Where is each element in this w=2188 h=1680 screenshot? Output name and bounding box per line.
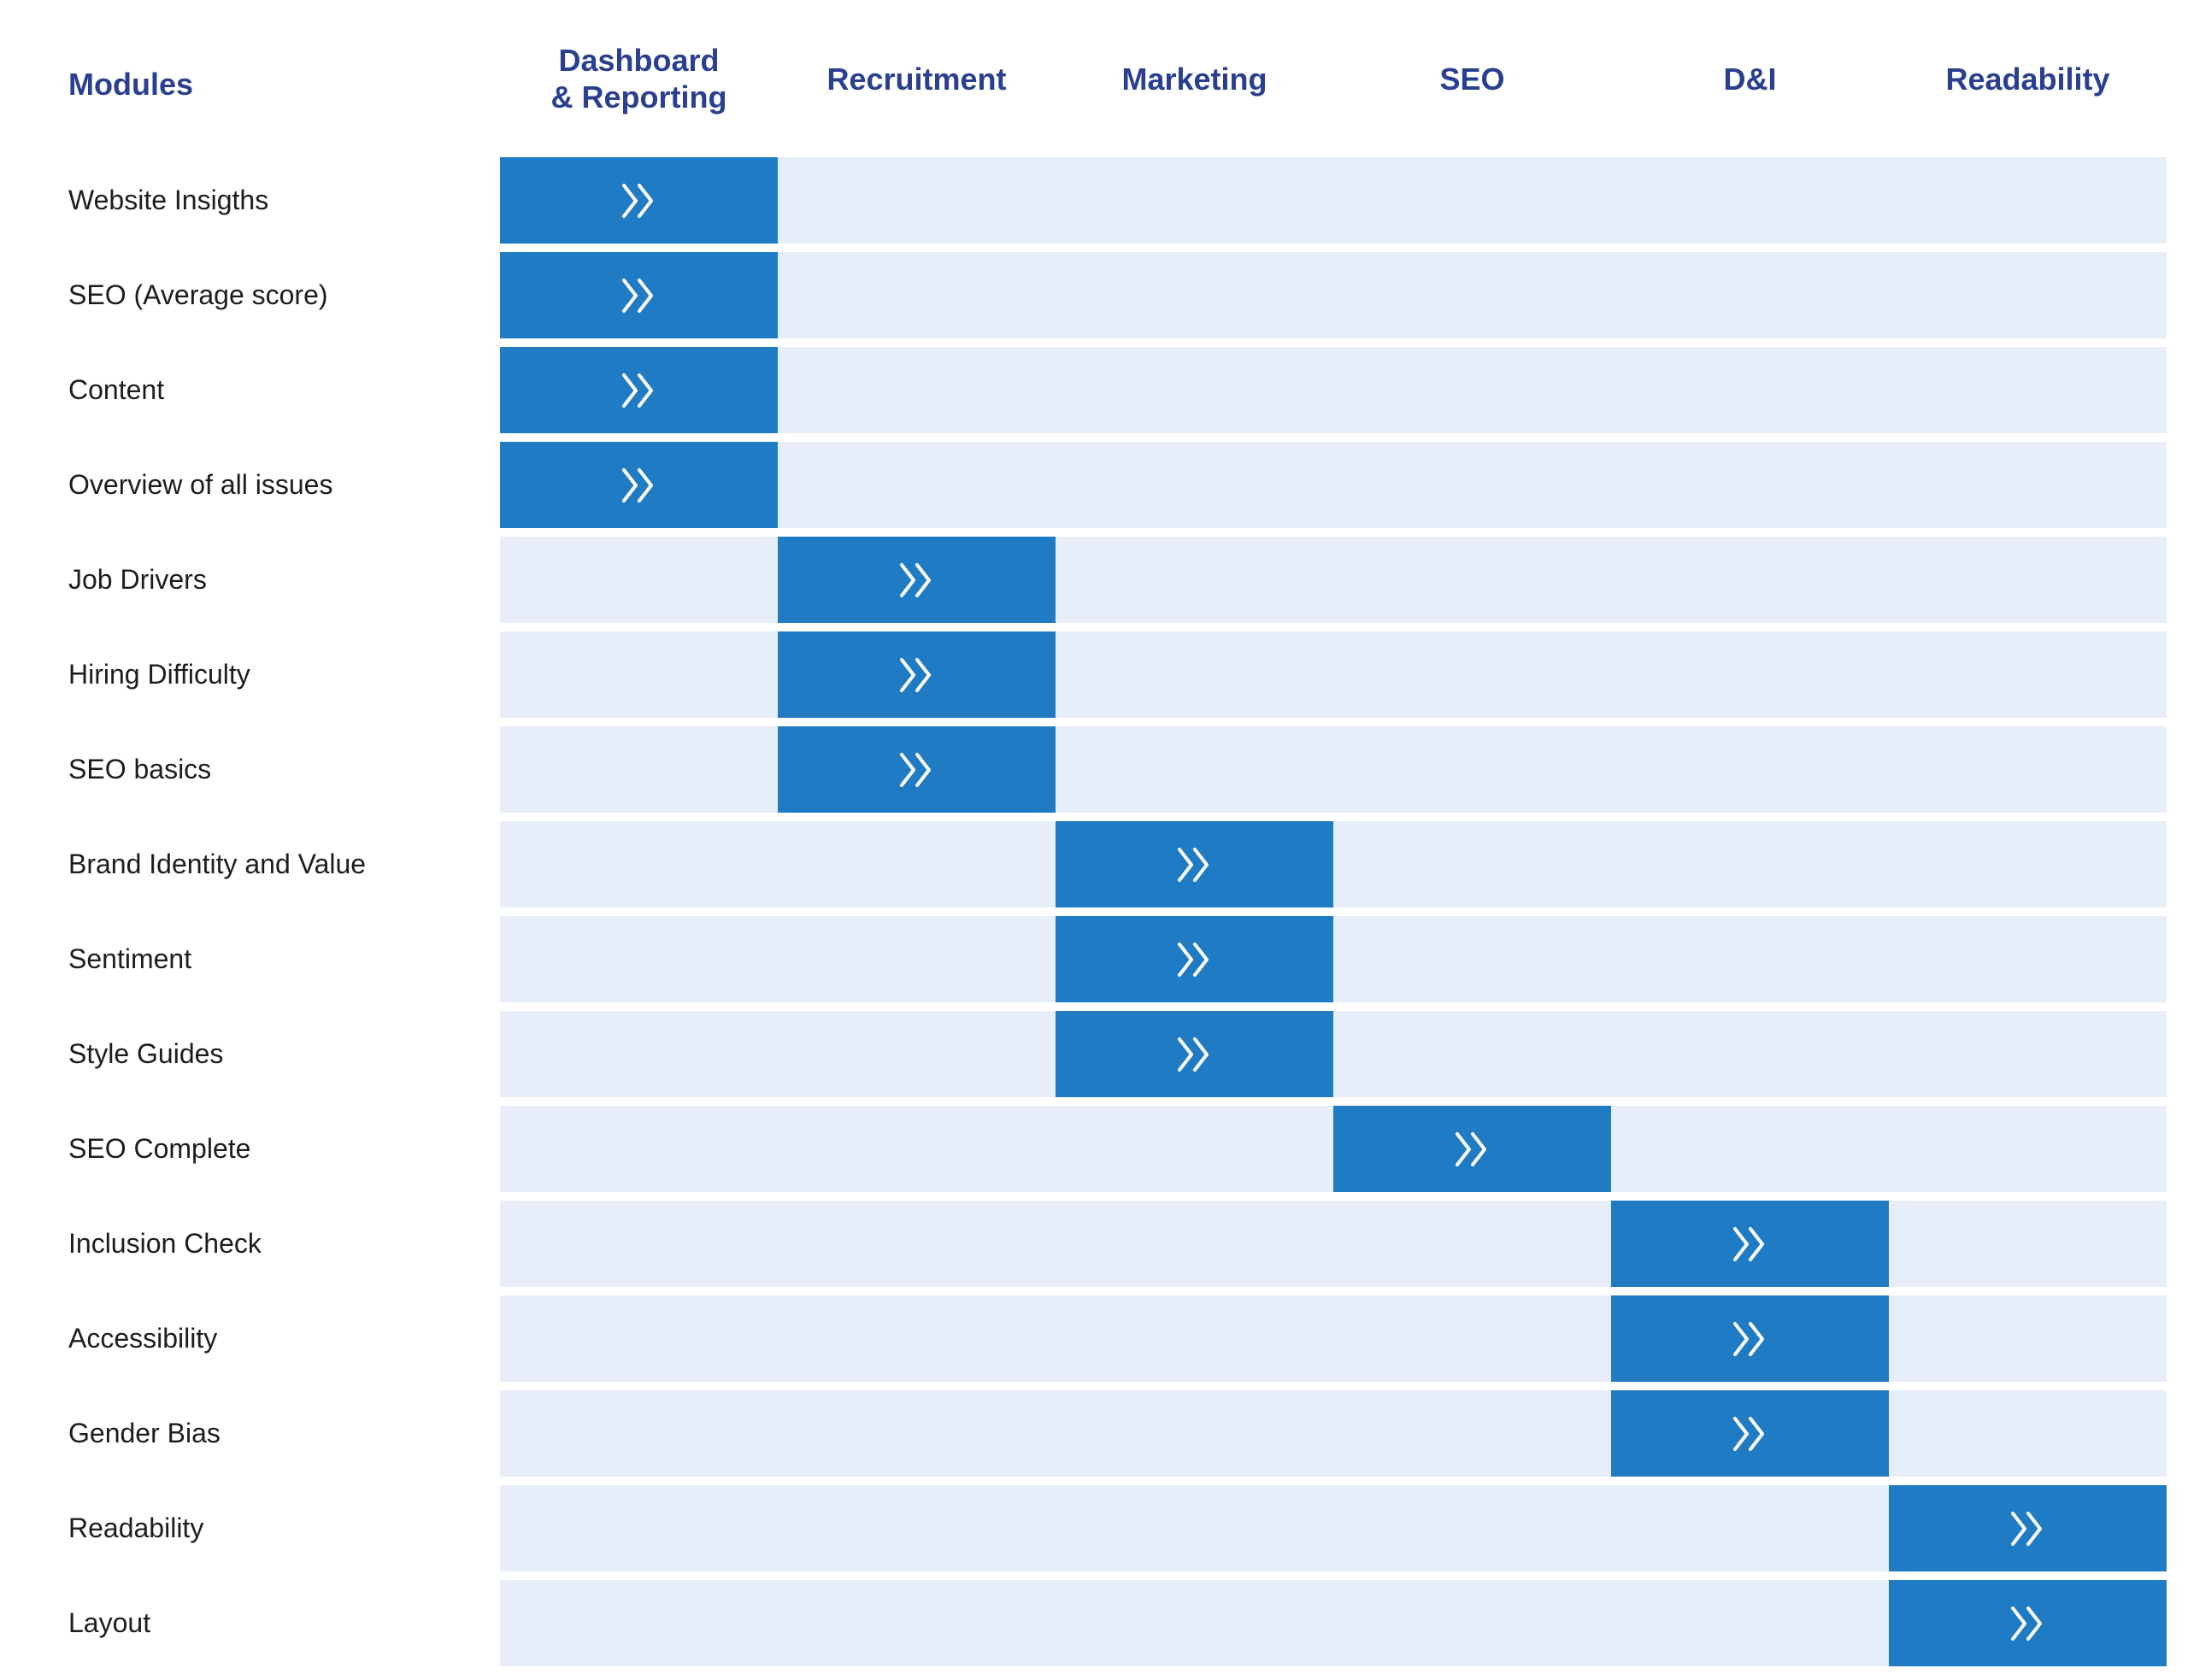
module-row: Accessibility — [0, 1295, 2188, 1382]
module-active-cell[interactable] — [1611, 1201, 1889, 1287]
module-active-cell[interactable] — [1056, 916, 1333, 1002]
module-row: Brand Identity and Value — [0, 821, 2188, 908]
module-active-cell[interactable] — [1056, 1011, 1333, 1097]
module-row: Job Drivers — [0, 537, 2188, 623]
module-active-cell[interactable] — [500, 157, 778, 244]
module-row-track — [500, 537, 2167, 623]
double-chevron-right-icon — [621, 278, 653, 313]
module-active-cell[interactable] — [778, 726, 1056, 813]
module-row-track — [500, 347, 2167, 433]
double-chevron-right-icon — [899, 752, 931, 787]
module-active-cell[interactable] — [500, 442, 778, 528]
module-row-label: SEO basics — [68, 754, 212, 784]
double-chevron-right-icon — [1732, 1416, 1764, 1451]
module-row: Sentiment — [0, 916, 2188, 1002]
module-row-track — [500, 1295, 2167, 1382]
module-row-track — [500, 1390, 2167, 1477]
module-active-cell[interactable] — [1611, 1390, 1889, 1477]
column-header-1: Dashboard & Reporting — [550, 43, 727, 115]
module-row-label: Website Insigths — [68, 185, 269, 215]
double-chevron-right-icon — [621, 183, 653, 218]
module-row: Content — [0, 347, 2188, 433]
module-row: Style Guides — [0, 1011, 2188, 1097]
module-active-cell[interactable] — [778, 631, 1056, 718]
module-active-cell[interactable] — [1889, 1485, 2167, 1571]
double-chevron-right-icon — [1732, 1226, 1764, 1261]
module-row-label: Content — [68, 374, 165, 405]
module-row: Inclusion Check — [0, 1201, 2188, 1287]
column-header-5: D&I — [1723, 61, 1777, 97]
module-row-track — [500, 726, 2167, 813]
module-row-label: Brand Identity and Value — [68, 849, 367, 879]
module-row-label: Job Drivers — [68, 564, 207, 595]
module-active-cell[interactable] — [1889, 1580, 2167, 1666]
module-active-cell[interactable] — [778, 537, 1056, 623]
column-header-2: Recruitment — [826, 61, 1007, 97]
module-row: Overview of all issues — [0, 442, 2188, 528]
module-row-label: Hiring Difficulty — [68, 659, 250, 690]
double-chevron-right-icon — [2010, 1606, 2042, 1641]
column-header-3: Marketing — [1121, 61, 1268, 97]
module-active-cell[interactable] — [1333, 1106, 1611, 1192]
module-active-cell[interactable] — [500, 347, 778, 433]
modules-heading: Modules — [68, 67, 194, 102]
double-chevron-right-icon — [1177, 1037, 1209, 1072]
column-header-6: Readability — [1945, 61, 2110, 97]
module-row-label: Inclusion Check — [68, 1228, 262, 1259]
module-active-cell[interactable] — [1611, 1295, 1889, 1382]
module-row-label: Style Guides — [68, 1038, 224, 1069]
module-row-track — [500, 252, 2167, 338]
module-row-track — [500, 1201, 2167, 1287]
module-row-track — [500, 631, 2167, 718]
double-chevron-right-icon — [621, 467, 653, 502]
double-chevron-right-icon — [621, 373, 653, 408]
module-row-label: SEO (Average score) — [68, 279, 328, 310]
double-chevron-right-icon — [1177, 847, 1209, 882]
module-row: Readability — [0, 1485, 2188, 1571]
module-row-track — [500, 916, 2167, 1002]
module-row: Layout — [0, 1580, 2188, 1666]
double-chevron-right-icon — [1455, 1131, 1486, 1166]
module-row-track — [500, 442, 2167, 528]
module-row-label: Sentiment — [68, 943, 192, 974]
double-chevron-right-icon — [1177, 942, 1209, 977]
module-row-track — [500, 157, 2167, 244]
module-row-track — [500, 821, 2167, 908]
column-header-4: SEO — [1439, 61, 1505, 97]
module-row-label: Overview of all issues — [68, 469, 333, 500]
module-row-label: Gender Bias — [68, 1418, 221, 1448]
module-row-label: Accessibility — [68, 1323, 218, 1354]
module-row: Hiring Difficulty — [0, 631, 2188, 718]
module-row-label: Readability — [68, 1513, 204, 1543]
double-chevron-right-icon — [2010, 1511, 2042, 1546]
module-row: SEO basics — [0, 726, 2188, 813]
module-row-track — [500, 1011, 2167, 1097]
module-row: Gender Bias — [0, 1390, 2188, 1477]
double-chevron-right-icon — [899, 657, 931, 692]
module-row: SEO (Average score) — [0, 252, 2188, 338]
module-row-label: SEO Complete — [68, 1133, 251, 1164]
module-row: SEO Complete — [0, 1106, 2188, 1192]
module-active-cell[interactable] — [1056, 821, 1333, 908]
module-row: Website Insigths — [0, 157, 2188, 244]
module-row-label: Layout — [68, 1607, 151, 1638]
double-chevron-right-icon — [1732, 1321, 1764, 1356]
double-chevron-right-icon — [899, 562, 931, 597]
module-active-cell[interactable] — [500, 252, 778, 338]
table-header: Modules Dashboard & Reporting Recruitment… — [0, 0, 2188, 157]
